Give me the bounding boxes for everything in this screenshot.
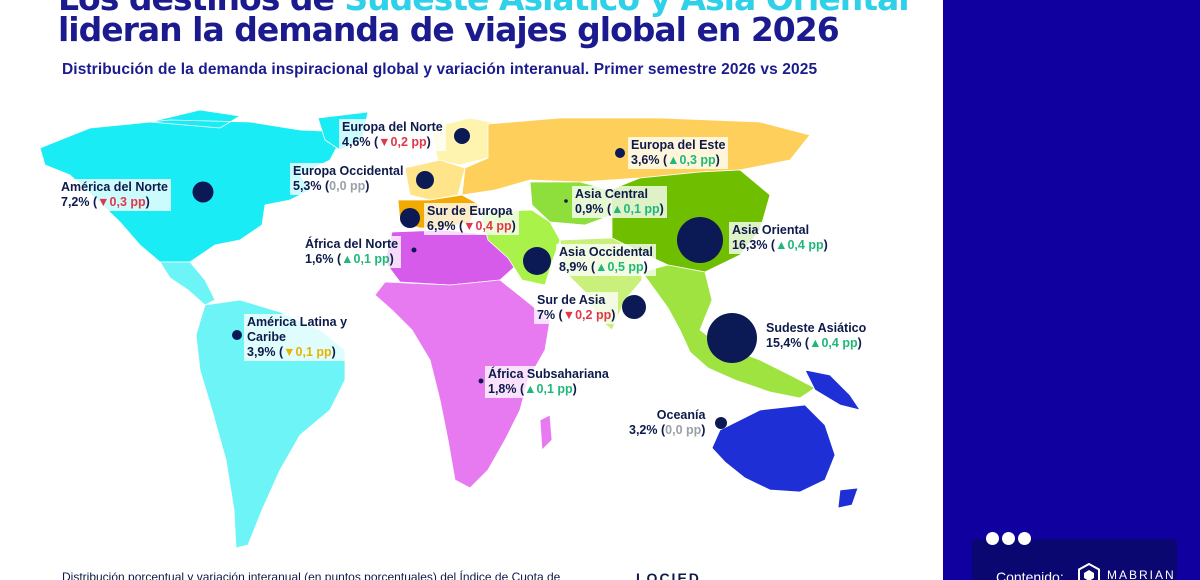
label-europe-east: Europa del Este 3,6% (▲0,3 pp) [628, 137, 729, 169]
label-asia-south: Sur de Asia 7% (▼0,2 pp) [534, 292, 619, 324]
region-asia-southeast [641, 264, 816, 399]
region-oceania [711, 369, 861, 509]
footnote: Distribución porcentual y variación inte… [62, 570, 561, 580]
headline-line-1: Los destinos de Sudeste Asiático y Asia … [58, 0, 938, 18]
bubble-africa-subsaharan [478, 378, 484, 384]
bubble-asia-southeast [707, 313, 757, 363]
content-label: Contenido: [996, 569, 1064, 580]
bubble-north-africa [411, 247, 417, 253]
label-europe-north: Europa del Norte 4,6% (▼0,2 pp) [339, 119, 446, 151]
bubble-asia-south [622, 295, 646, 319]
infographic: Los destinos de Sudeste Asiático y Asia … [39, 0, 938, 580]
dot [1002, 532, 1015, 545]
brand-stub: LOCIED [636, 570, 701, 580]
bubble-latin-america [232, 330, 242, 340]
label-asia-central: Asia Central 0,9% (▲0,1 pp) [572, 186, 667, 218]
label-africa-subsaharan: África Subsahariana 1,8% (▲0,1 pp) [485, 366, 612, 398]
world-map [39, 109, 861, 549]
bubble-europe-west [416, 171, 434, 189]
subtitle: Distribución de la demanda inspiracional… [62, 61, 818, 78]
label-oceania: Oceanía 3,2% (0,0 pp) [626, 407, 709, 439]
more-options-icon[interactable] [986, 532, 1031, 545]
dot [986, 532, 999, 545]
mabrian-logo[interactable]: MABRIAN [1077, 563, 1176, 580]
bubble-europe-north [454, 128, 470, 144]
mabrian-hex-icon [1078, 563, 1100, 580]
sidebar [943, 0, 1200, 580]
label-asia-east: Asia Oriental 16,3% (▲0,4 pp) [729, 222, 831, 254]
bubble-europe-south [400, 208, 420, 228]
label-north-africa: África del Norte 1,6% (▲0,1 pp) [302, 236, 402, 268]
bubble-oceania [715, 417, 727, 429]
region-africa [374, 279, 553, 489]
label-north-america: América del Norte 7,2% (▼0,3 pp) [58, 179, 171, 211]
label-latin-america: América Latina y Caribe 3,9% (▼0,1 pp) [244, 314, 354, 361]
bubble-asia-west [523, 247, 551, 275]
label-europe-south: Sur de Europa 6,9% (▼0,4 pp) [424, 203, 519, 235]
region-europe-west [404, 159, 466, 201]
headline-line-2: lideran la demanda de viajes global en 2… [58, 10, 840, 49]
content-panel[interactable] [972, 539, 1177, 580]
label-europe-west: Europa Occidental 5,3% (0,0 pp) [290, 163, 407, 195]
dot [1018, 532, 1031, 545]
label-asia-southeast: Sudeste Asiático 15,4% (▲0,4 pp) [763, 320, 870, 352]
bubble-asia-central [564, 199, 568, 203]
bubble-europe-east [615, 148, 625, 158]
bubble-north-america [192, 181, 214, 203]
headline-accent: Sudeste Asiático y Asia Oriental [344, 0, 909, 18]
label-asia-west: Asia Occidental 8,9% (▲0,5 pp) [556, 244, 656, 276]
mabrian-logo-text: MABRIAN [1107, 568, 1176, 580]
bubble-asia-east [677, 217, 723, 263]
region-central-america [159, 261, 216, 306]
